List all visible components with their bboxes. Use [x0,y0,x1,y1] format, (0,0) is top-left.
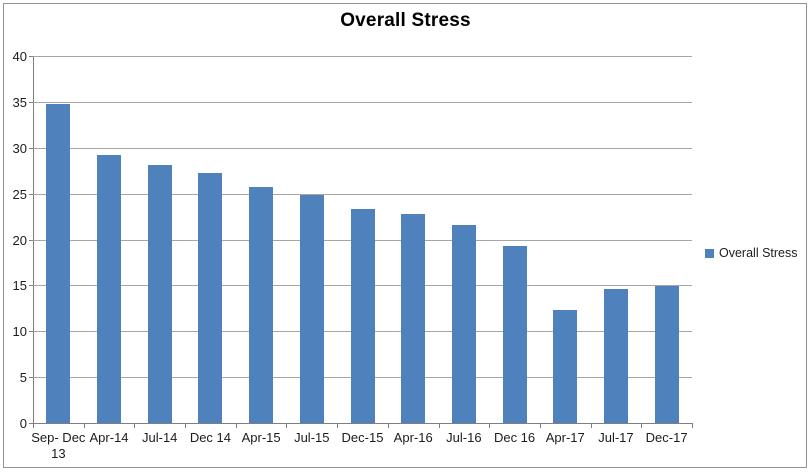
bar [603,289,628,423]
x-axis-tick [134,424,135,428]
bar [553,310,578,423]
y-axis-label: 15 [12,278,27,294]
y-axis-label: 10 [12,324,27,340]
y-axis-label: 25 [12,186,27,202]
y-axis-label: 35 [12,94,27,110]
legend-swatch-icon [705,248,714,258]
y-axis-tick [29,147,33,149]
x-axis-label: Apr-16 [393,430,433,445]
x-axis-tick [33,424,34,428]
y-axis-tick [29,193,33,195]
x-axis-tick [286,424,287,428]
bar [299,194,324,423]
x-axis-label: Jul-14 [142,430,178,445]
y-axis-label: 0 [19,416,27,431]
gridline [33,56,692,57]
y-axis-label: 5 [19,370,27,386]
x-axis-label: Sep- Dec 13 [31,430,86,461]
chart-title: Overall Stress [340,10,471,31]
bar [249,187,274,423]
y-axis-tick [29,423,33,424]
bar [147,165,172,423]
bar [502,245,527,423]
y-axis-tick [29,239,33,241]
bar [654,286,679,423]
x-axis-tick [185,424,186,428]
x-axis-label: Apr-15 [241,430,281,445]
x-axis-line [33,423,693,424]
y-axis-tick [29,377,33,379]
bar [451,224,476,423]
bar [46,103,71,423]
x-axis-label: Dec 16 [493,430,536,445]
x-axis-label: Apr-17 [545,430,585,445]
x-axis-label: Jul-17 [598,430,634,445]
x-axis-tick [236,424,237,428]
bar [350,209,375,423]
x-axis-tick [337,424,338,428]
x-axis-label: Dec-17 [645,430,688,445]
bar [401,213,426,423]
bar [198,172,223,423]
y-axis-label: 20 [12,232,27,248]
x-axis-tick [489,424,490,428]
y-axis-label: 30 [12,140,27,156]
bar [97,155,122,423]
x-axis-label: Jul-15 [294,430,330,445]
x-axis-tick [692,424,693,428]
x-axis-label: Dec 14 [189,430,232,445]
x-axis-tick [540,424,541,428]
x-axis-tick [641,424,642,428]
plot-area [33,56,692,423]
x-axis-tick [591,424,592,428]
chart-border [3,3,807,468]
x-axis-label: Dec-15 [341,430,384,445]
legend: Overall Stress [705,246,798,260]
y-axis-label: 40 [12,49,27,64]
y-axis-tick [29,101,33,103]
gridline [33,147,692,149]
legend-label: Overall Stress [719,246,798,260]
x-axis-label: Jul-16 [446,430,482,445]
gridline [33,193,692,195]
x-axis-tick [84,424,85,428]
y-axis-tick [29,285,33,287]
y-axis-tick [29,56,33,57]
x-axis-tick [439,424,440,428]
x-axis-label: Apr-14 [89,430,129,445]
gridline [33,101,692,103]
x-axis-tick [388,424,389,428]
y-axis-tick [29,331,33,333]
